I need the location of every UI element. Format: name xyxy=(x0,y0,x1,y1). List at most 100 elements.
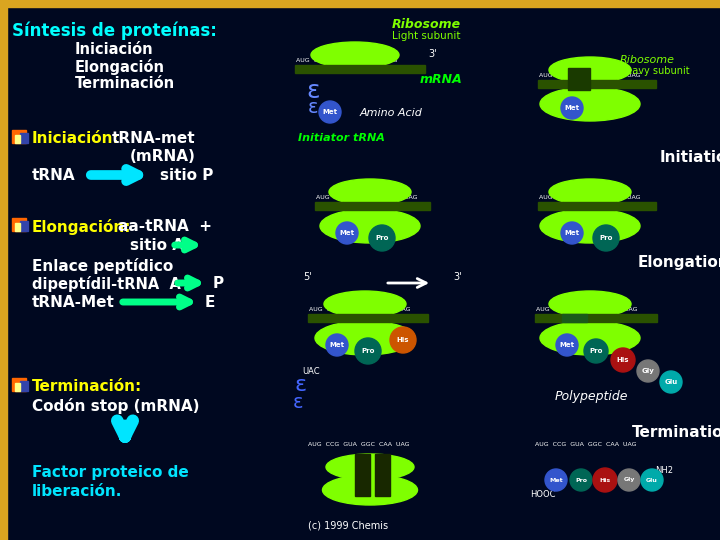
Bar xyxy=(538,80,656,88)
Text: HOOC: HOOC xyxy=(530,490,556,499)
Ellipse shape xyxy=(329,179,411,205)
Text: Amino Acid: Amino Acid xyxy=(360,108,423,118)
Text: site: site xyxy=(573,80,588,89)
Text: Pro: Pro xyxy=(575,477,587,483)
Text: AUG  CCG  GUA  GGC  CAA  UAG: AUG CCG GUA GGC CAA UAG xyxy=(539,73,641,78)
Ellipse shape xyxy=(540,87,640,121)
Ellipse shape xyxy=(540,209,640,243)
Text: AUG  CCG  GUA  GGC  CAA  UAG: AUG CCG GUA GGC CAA UAG xyxy=(308,442,410,447)
Text: Met: Met xyxy=(330,342,345,348)
Circle shape xyxy=(390,327,416,353)
Text: Terminación:: Terminación: xyxy=(32,379,143,394)
Text: ε: ε xyxy=(293,393,304,412)
Text: P: P xyxy=(213,276,224,291)
Circle shape xyxy=(545,469,567,491)
Text: Iniciación: Iniciación xyxy=(75,42,153,57)
Text: His: His xyxy=(397,337,409,343)
Ellipse shape xyxy=(315,321,415,355)
Circle shape xyxy=(660,371,682,393)
Text: UAC: UAC xyxy=(296,67,309,72)
Text: sitio P: sitio P xyxy=(160,168,213,183)
Text: liberación.: liberación. xyxy=(32,484,122,499)
Text: Met: Met xyxy=(323,109,338,115)
Text: Ribosome: Ribosome xyxy=(620,55,675,65)
Text: Met: Met xyxy=(339,230,354,236)
Circle shape xyxy=(561,222,583,244)
Text: 5': 5' xyxy=(303,272,312,282)
Text: His: His xyxy=(600,477,611,483)
Text: heavy subunit: heavy subunit xyxy=(620,66,690,76)
Text: sitio A: sitio A xyxy=(130,238,184,253)
Circle shape xyxy=(611,348,635,372)
Text: Termination: Termination xyxy=(632,425,720,440)
Circle shape xyxy=(556,334,578,356)
Text: Elongación:: Elongación: xyxy=(32,219,132,235)
Text: AUG  CCG  GUA  GGC  CAA  UAG: AUG CCG GUA GGC CAA UAG xyxy=(535,442,636,447)
Bar xyxy=(0,0,7,540)
Bar xyxy=(535,314,657,322)
Text: (mRNA): (mRNA) xyxy=(130,149,196,164)
Bar xyxy=(15,383,20,391)
Ellipse shape xyxy=(549,57,631,83)
Bar xyxy=(315,202,430,210)
Text: Síntesis de proteínas:: Síntesis de proteínas: xyxy=(12,22,217,40)
Text: NH2: NH2 xyxy=(655,466,673,475)
Text: Gly: Gly xyxy=(642,368,654,374)
Text: Pro: Pro xyxy=(361,348,374,354)
Circle shape xyxy=(326,334,348,356)
Ellipse shape xyxy=(324,291,406,317)
Text: Gly: Gly xyxy=(624,477,635,483)
Text: tRNA-Met: tRNA-Met xyxy=(32,295,115,310)
Ellipse shape xyxy=(323,475,418,505)
Circle shape xyxy=(355,338,381,364)
Text: UAC: UAC xyxy=(302,367,320,376)
Text: Polypeptide: Polypeptide xyxy=(555,390,629,403)
Text: (c) 1999 Chemis: (c) 1999 Chemis xyxy=(308,520,388,530)
Text: UAC  GGC: UAC GGC xyxy=(539,204,570,209)
Circle shape xyxy=(336,222,358,244)
Text: Met: Met xyxy=(564,230,580,236)
Ellipse shape xyxy=(549,179,631,205)
Bar xyxy=(20,133,28,143)
Ellipse shape xyxy=(311,42,399,68)
Bar xyxy=(15,223,20,231)
Circle shape xyxy=(618,469,640,491)
Text: AUG  CCG  GUA  GGC  CAA  UAG: AUG CCG GUA GGC CAA UAG xyxy=(536,307,637,312)
Text: Initiator tRNA: Initiator tRNA xyxy=(298,133,385,143)
Circle shape xyxy=(561,97,583,119)
Bar xyxy=(295,65,425,73)
Text: ε: ε xyxy=(308,98,318,117)
Text: AUG  CCG  GUA  GGC  CAA  UAG: AUG CCG GUA GGC CAA UAG xyxy=(316,195,418,200)
Circle shape xyxy=(637,360,659,382)
Text: GUU: GUU xyxy=(536,316,550,321)
Text: Initiation: Initiation xyxy=(660,150,720,165)
Text: Glu: Glu xyxy=(646,477,658,483)
Bar xyxy=(375,454,390,496)
Text: 3': 3' xyxy=(428,49,436,59)
Text: AUG  CCG  GUA  GGC  CAA  UAG: AUG CCG GUA GGC CAA UAG xyxy=(309,307,410,312)
Circle shape xyxy=(319,101,341,123)
Ellipse shape xyxy=(320,209,420,243)
Text: Enlace peptídico: Enlace peptídico xyxy=(32,258,174,274)
Text: UAC: UAC xyxy=(539,82,552,87)
Circle shape xyxy=(369,225,395,251)
Text: His: His xyxy=(617,357,629,363)
Bar xyxy=(15,135,20,143)
Text: UAC  GGC: UAC GGC xyxy=(316,204,347,209)
Circle shape xyxy=(570,469,592,491)
Text: Codón stop (mRNA): Codón stop (mRNA) xyxy=(32,398,199,414)
Ellipse shape xyxy=(326,454,414,480)
Text: Factor proteico de: Factor proteico de xyxy=(32,465,189,480)
Bar xyxy=(0,0,720,7)
Circle shape xyxy=(641,469,663,491)
Text: tRNA: tRNA xyxy=(32,168,76,183)
Text: Met: Met xyxy=(564,105,580,111)
Text: ε: ε xyxy=(306,79,320,103)
Text: aa-tRNA  +: aa-tRNA + xyxy=(118,219,212,234)
Bar xyxy=(20,381,28,391)
Circle shape xyxy=(584,339,608,363)
Text: Glu: Glu xyxy=(665,379,678,385)
Text: stop: stop xyxy=(563,316,577,321)
Bar xyxy=(308,314,428,322)
Bar xyxy=(568,68,590,90)
